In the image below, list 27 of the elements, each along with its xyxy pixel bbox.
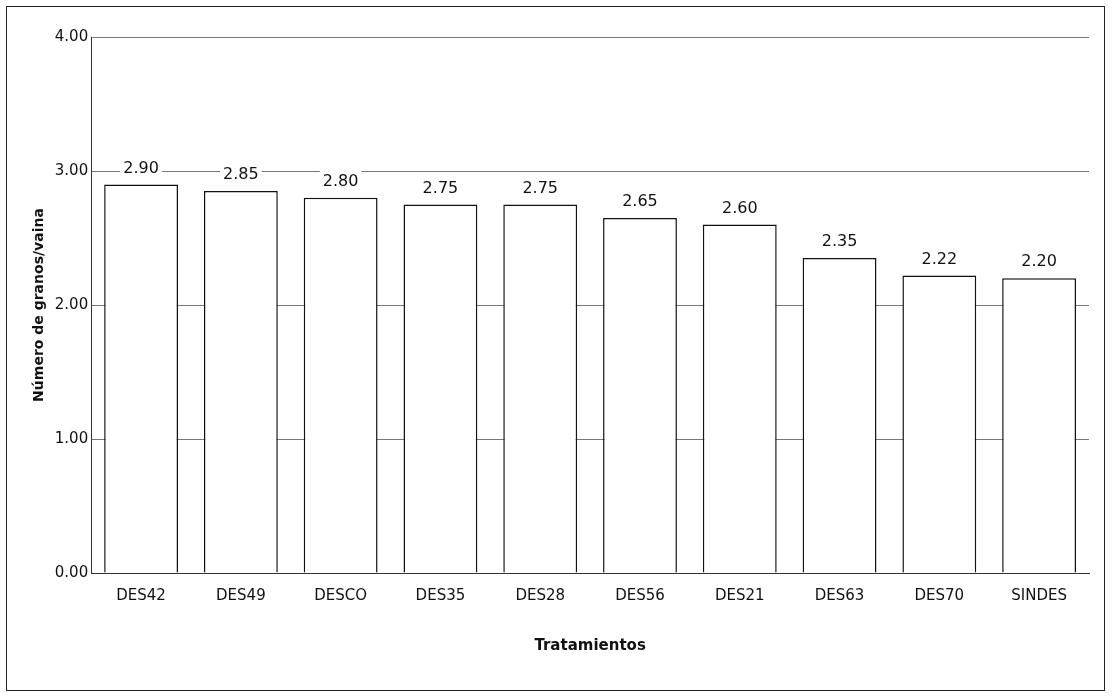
y-tick-label: 0.00 xyxy=(54,562,89,581)
x-tick-label: DES21 xyxy=(714,585,765,604)
data-label: 2.80 xyxy=(322,170,359,190)
x-tick-label: DES35 xyxy=(415,585,466,604)
data-label: 2.22 xyxy=(921,248,958,268)
x-tick-label: DES56 xyxy=(615,585,665,604)
y-tick-label: 2.00 xyxy=(54,294,89,313)
x-tick-label: DES49 xyxy=(216,585,266,604)
data-label: 2.75 xyxy=(522,177,559,197)
x-tick-label: DES28 xyxy=(515,585,566,604)
data-label: 2.75 xyxy=(422,177,459,197)
data-label: 2.85 xyxy=(223,164,259,184)
y-axis-title: Número de granos/vaina xyxy=(30,208,47,402)
x-tick-label: DESCO xyxy=(314,585,368,604)
x-tick-label: DES63 xyxy=(814,585,865,604)
x-tick-label: DES42 xyxy=(116,585,166,604)
y-tick-label: 1.00 xyxy=(54,428,89,447)
x-axis-title: Tratamientos xyxy=(534,635,646,654)
x-tick-label: SINDES xyxy=(1011,585,1067,604)
y-tick-label: 3.00 xyxy=(54,160,89,179)
data-label: 2.90 xyxy=(123,157,159,177)
data-label: 2.20 xyxy=(1021,251,1057,271)
y-tick-label: 4.00 xyxy=(54,26,89,45)
data-label: 2.35 xyxy=(821,231,858,251)
data-label: 2.65 xyxy=(622,191,658,211)
x-tick-label: DES70 xyxy=(914,585,965,604)
data-label: 2.60 xyxy=(721,197,758,217)
